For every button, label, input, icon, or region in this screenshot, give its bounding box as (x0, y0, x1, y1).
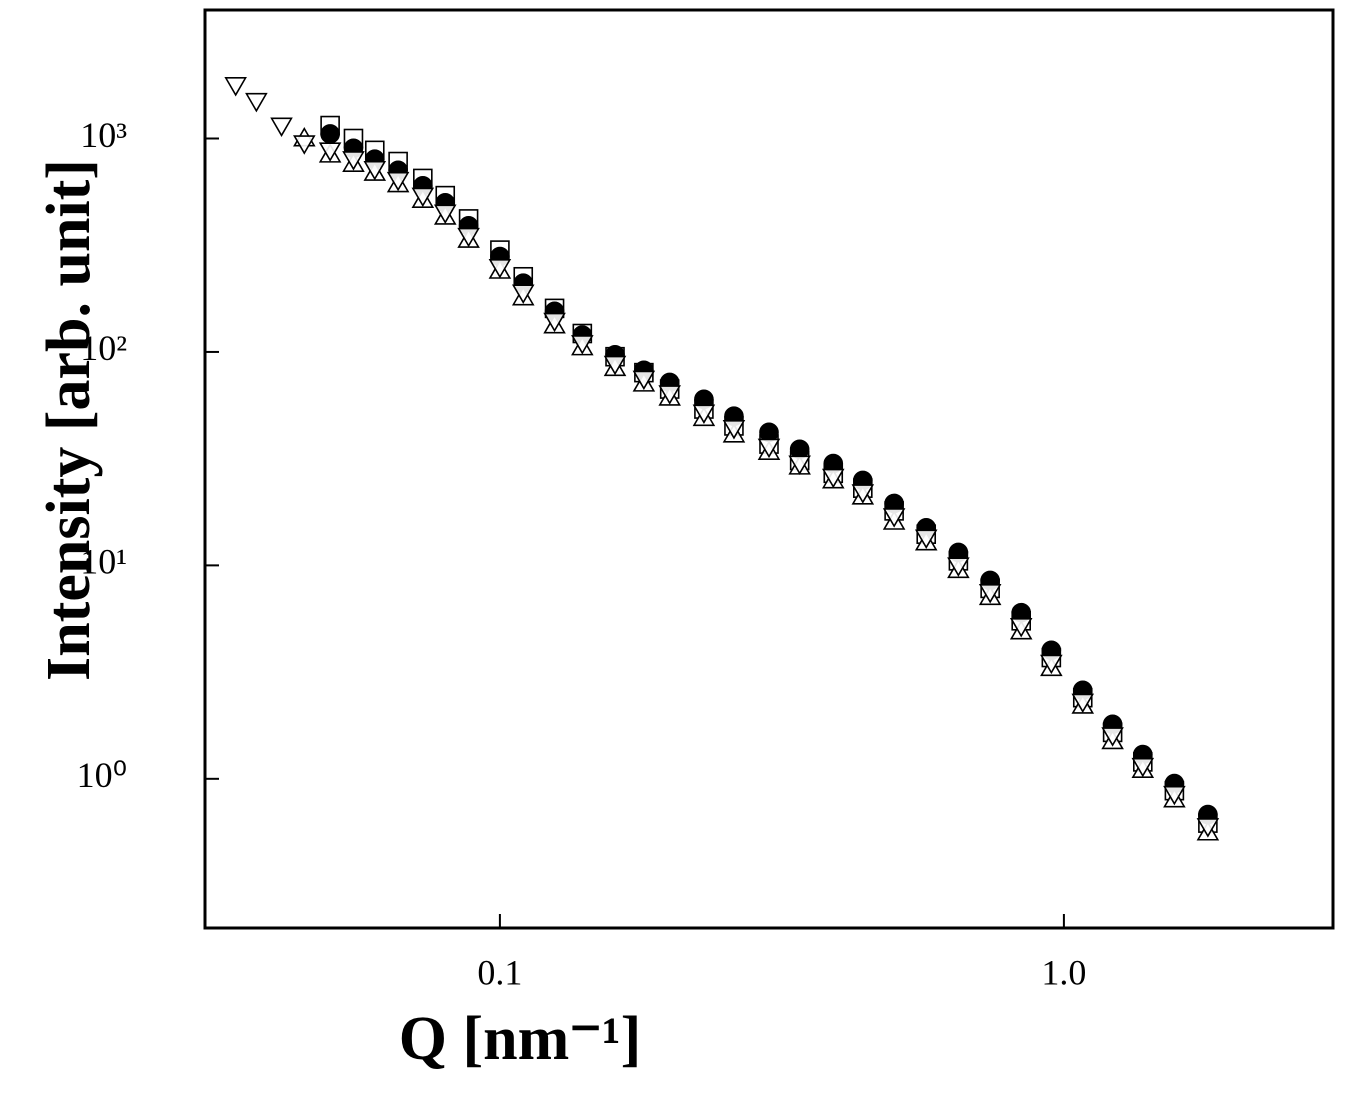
data-point (386, 171, 410, 192)
data-point (543, 312, 566, 333)
data-point (342, 151, 365, 171)
data-point (757, 438, 781, 459)
y-tick-label: 10⁰ (77, 755, 127, 795)
data-point (1196, 818, 1220, 838)
data-point (293, 135, 316, 155)
plot-frame (203, 8, 1335, 930)
data-point (1040, 654, 1063, 675)
data-point (947, 557, 970, 577)
data-point (658, 385, 681, 405)
data-point (914, 529, 938, 550)
data-point (318, 142, 342, 162)
data-point (1131, 757, 1155, 778)
data-point (1071, 693, 1095, 714)
data-point (245, 92, 268, 113)
data-point (722, 420, 746, 440)
data-point (457, 227, 480, 248)
data-point (788, 455, 811, 476)
data-point (1163, 785, 1186, 806)
data-point (363, 160, 387, 181)
x-tick-label: 0.1 (477, 952, 522, 992)
data-point (224, 77, 247, 97)
data-point (270, 117, 293, 138)
x-tick-label: 1.0 (1041, 952, 1086, 992)
y-tick-label: 10² (80, 328, 127, 368)
data-point (320, 124, 340, 144)
data-point (1101, 727, 1124, 747)
y-tick-label: 10¹ (80, 542, 127, 582)
data-point (511, 284, 535, 304)
data-point (851, 484, 875, 504)
data-point (882, 508, 906, 528)
y-axis-title: Intensity [arb. unit] (35, 159, 103, 681)
data-point (692, 404, 716, 425)
data-point (632, 370, 656, 391)
data-point (571, 335, 594, 355)
data-point (1009, 617, 1033, 638)
data-point (411, 187, 435, 208)
y-tick-label: 10³ (80, 115, 127, 155)
data-point (978, 584, 1002, 604)
data-point (433, 204, 457, 225)
data-point (488, 259, 512, 279)
data-point (821, 468, 845, 489)
x-axis-title: Q [nm⁻¹] (399, 1005, 641, 1073)
data-point (603, 355, 627, 376)
